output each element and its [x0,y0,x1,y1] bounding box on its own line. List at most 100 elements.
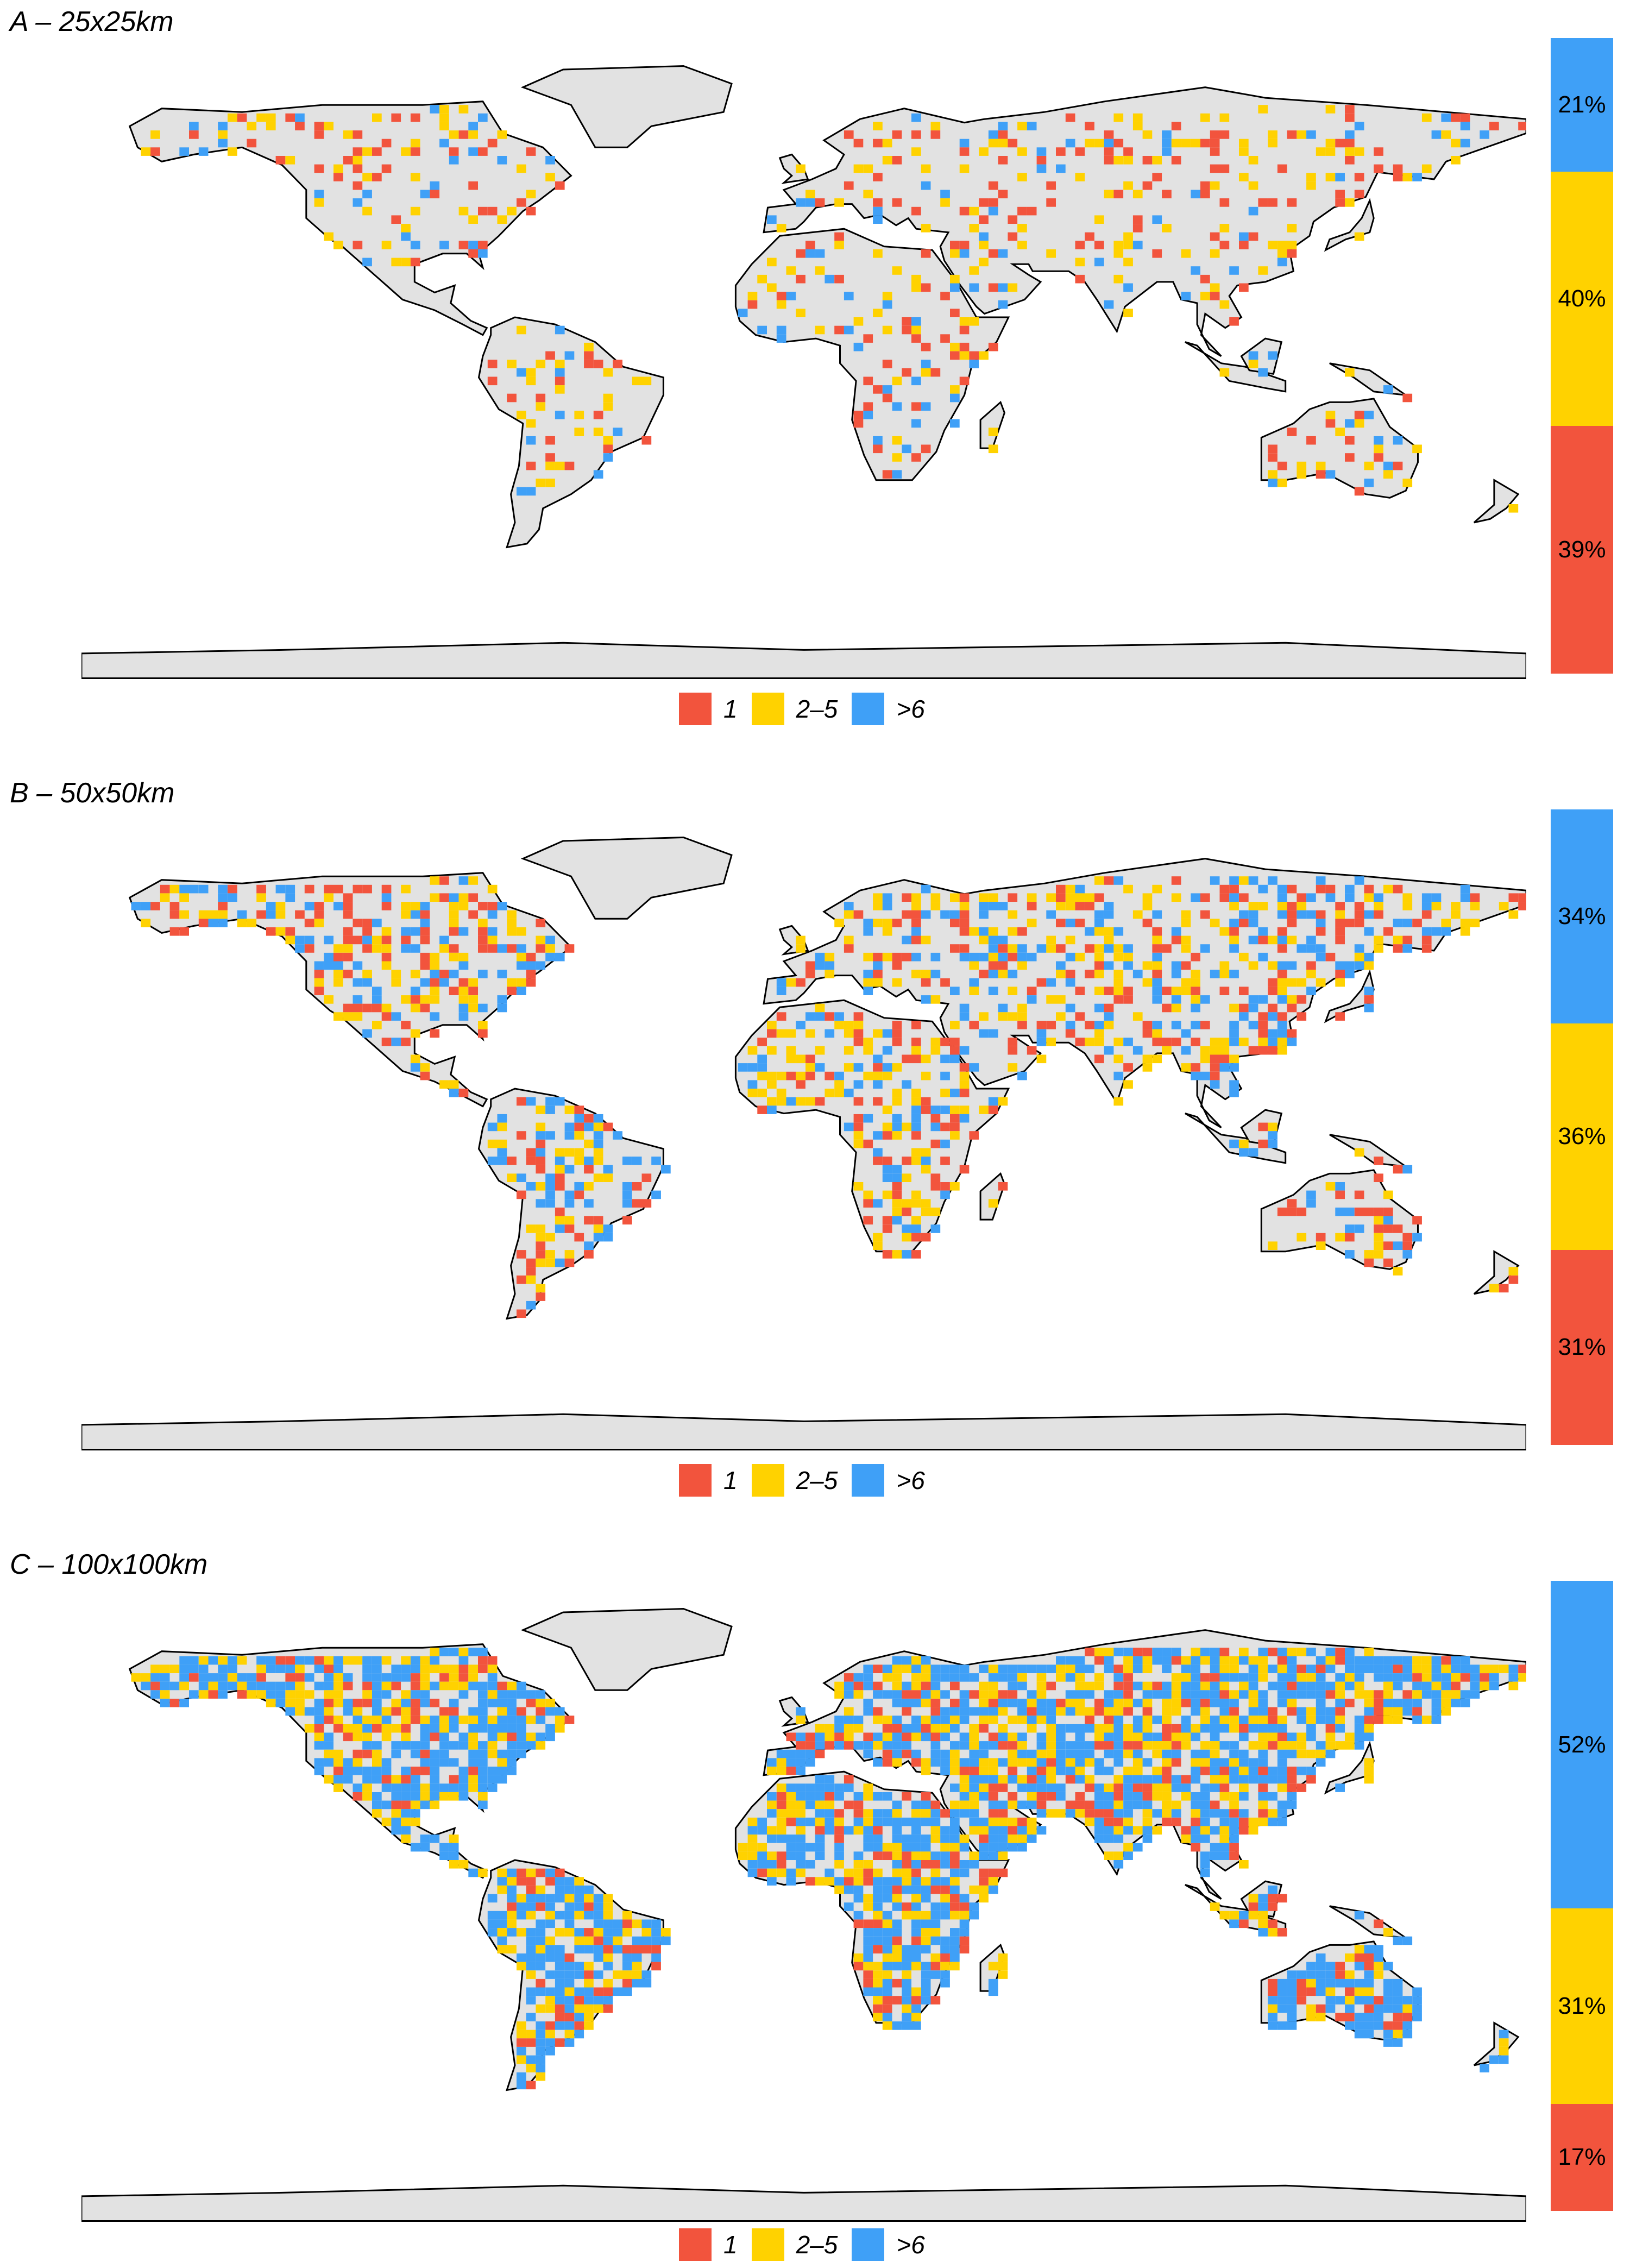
richness-cell [536,2072,546,2081]
richness-cell [478,1681,488,1691]
richness-cell [1383,1224,1393,1233]
richness-cell [584,1894,594,1903]
richness-cell [1325,1681,1336,1691]
richness-cell [1383,1207,1393,1216]
richness-cell [767,1809,777,1818]
richness-cell [1094,1732,1104,1742]
richness-cell [1325,1716,1336,1724]
richness-cell [1258,1122,1268,1132]
richness-cell [1104,1699,1114,1707]
richness-cell [1499,2055,1509,2064]
richness-cell [536,1292,546,1301]
richness-cell [1345,1207,1355,1216]
richness-cell [160,1673,170,1682]
richness-cell [179,147,189,156]
richness-cell [892,1029,902,1038]
richness-cell [1297,1707,1307,1716]
landmass-africa [734,228,1010,481]
richness-cell [526,1182,536,1191]
richness-cell [1046,1809,1056,1818]
richness-cell [930,1928,941,1937]
richness-cell [1248,1767,1258,1775]
richness-cell [1200,181,1210,190]
richness-cell [1297,944,1307,953]
richness-cell [1306,935,1316,945]
richness-cell [911,1843,921,1852]
richness-cell [420,1699,430,1707]
richness-cell [1017,122,1027,130]
bar-segment-six-plus: 34% [1551,809,1613,1023]
richness-cell [1325,139,1336,148]
richness-cell [1142,156,1153,165]
richness-cell [304,1724,314,1733]
richness-cell [1200,995,1210,1004]
richness-cell [834,1843,844,1852]
richness-cell [1325,105,1336,114]
richness-cell [1171,1800,1181,1810]
richness-cell [959,351,970,360]
richness-cell [343,1767,353,1775]
richness-cell [1017,1732,1027,1742]
richness-cell [651,1962,661,1971]
richness-cell [959,1105,970,1114]
richness-cell [430,1716,440,1724]
richness-cell [950,1707,960,1716]
richness-cell [1441,130,1451,139]
richness-cell [526,487,536,496]
richness-cell [362,1656,372,1665]
richness-cell [497,1749,507,1758]
richness-cell [420,1741,430,1750]
richness-cell [381,927,392,936]
richness-cell [1036,1775,1047,1784]
bar-label-six-plus: 21% [1558,91,1606,118]
richness-cell [410,1656,420,1665]
richness-cell [430,1758,440,1767]
richness-cell [324,952,333,962]
richness-cell [1113,927,1124,936]
richness-cell [1104,927,1114,936]
richness-cell [1123,156,1133,165]
richness-cell [911,1148,921,1157]
richness-cell [844,910,854,919]
richness-cell [1152,1054,1162,1064]
richness-cell [1075,1792,1085,1801]
richness-cell [1171,1732,1181,1742]
richness-cell [574,428,584,436]
richness-cell [410,902,420,910]
richness-cell [1239,952,1249,962]
richness-cell [449,893,459,902]
richness-cell [449,1758,459,1767]
richness-cell [998,1664,1008,1673]
richness-cell [517,1681,526,1691]
richness-cell [526,961,536,970]
richness-cell [863,1834,873,1843]
richness-cell [1200,190,1210,199]
richness-cell [517,961,526,970]
richness-cell [1036,1038,1047,1046]
richness-cell [959,1834,970,1843]
richness-cell [1200,1707,1210,1716]
richness-cell [786,1029,796,1038]
richness-cell [1393,944,1403,953]
richness-cell [1335,1724,1345,1733]
richness-cell [950,419,960,428]
richness-cell [613,1987,622,1996]
richness-cell [1248,919,1258,927]
richness-cell [988,970,998,978]
richness-cell [545,1953,555,1962]
richness-cell [1248,156,1258,165]
richness-cell [526,206,536,216]
richness-cell [526,1267,536,1276]
richness-cell [362,1724,372,1733]
richness-cell [1191,1664,1200,1673]
richness-cell [651,1919,661,1928]
richness-cell [1306,1987,1316,1996]
richness-cell [930,1962,941,1971]
richness-cell [1123,1749,1133,1758]
richness-cell [1421,1716,1432,1724]
richness-cell [902,1885,911,1894]
richness-cell [921,181,931,190]
richness-cell [381,1724,392,1733]
richness-cell [1393,1267,1403,1276]
richness-cell [1162,1783,1172,1792]
